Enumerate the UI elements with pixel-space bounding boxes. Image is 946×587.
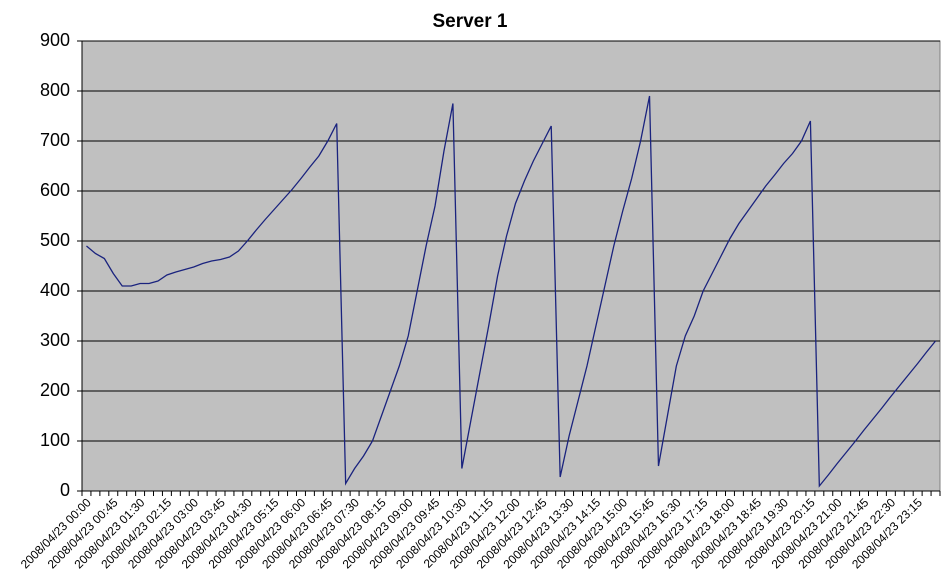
y-tick-label: 700 xyxy=(40,130,70,150)
y-tick-label: 100 xyxy=(40,430,70,450)
y-tick-label: 800 xyxy=(40,80,70,100)
y-tick-label: 600 xyxy=(40,180,70,200)
y-tick-label: 400 xyxy=(40,280,70,300)
y-tick-label: 900 xyxy=(40,30,70,50)
y-tick-label: 300 xyxy=(40,330,70,350)
y-tick-label: 500 xyxy=(40,230,70,250)
data-line xyxy=(86,95,937,488)
y-tick-label: 200 xyxy=(40,380,70,400)
plot-area xyxy=(81,40,941,492)
y-tick-label: 0 xyxy=(60,480,70,500)
chart-title: Server 1 xyxy=(432,11,507,32)
